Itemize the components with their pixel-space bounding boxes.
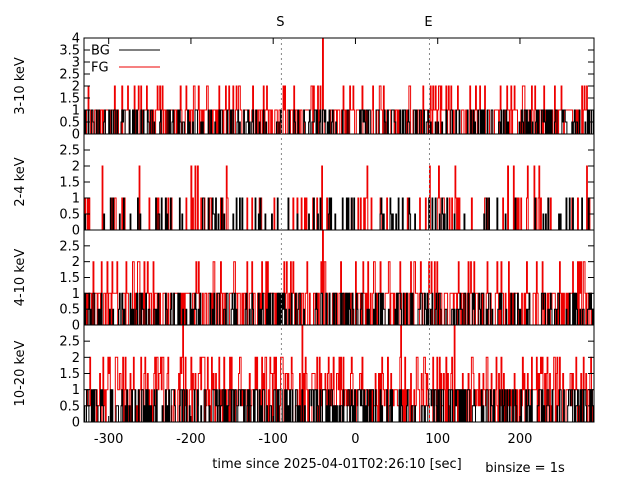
y-tick-label: 2.5 — [59, 335, 80, 350]
fg-series-line — [84, 165, 594, 230]
y-tick-label: 3.5 — [59, 44, 80, 59]
y-tick-label: 2 — [72, 160, 80, 175]
marker-label: E — [424, 15, 432, 30]
y-axis-label: 4-10 keV — [13, 249, 28, 307]
y-tick-label: 1 — [72, 192, 80, 207]
y-tick-label: 2 — [72, 351, 80, 366]
y-tick-label: 3 — [72, 56, 80, 71]
y-tick-label: 0.5 — [59, 399, 80, 414]
x-axis: -300 -200 -100 0 100 200 — [94, 38, 532, 447]
y-tick-label: 1 — [72, 383, 80, 398]
y-axis-label: 3-10 keV — [13, 57, 28, 115]
y-tick-label: 4 — [72, 32, 80, 47]
y-tick-label: 1 — [72, 287, 80, 302]
legend-label: FG — [91, 61, 109, 76]
y-tick-label: 2 — [72, 255, 80, 270]
x-tick-label: 0 — [351, 432, 359, 447]
y-tick-label: 0 — [72, 416, 80, 431]
y-tick-label: 0.5 — [59, 116, 80, 131]
y-tick-label: 2.5 — [59, 144, 80, 159]
y-tick-label: 0 — [72, 128, 80, 143]
binsize-note: binsize = 1s — [485, 461, 565, 476]
marker-label: S — [276, 15, 284, 30]
y-axis-label: 2-4 keV — [13, 157, 28, 206]
panel-3: 00.511.522.5 4-10 keV — [13, 229, 595, 334]
legend-label: BG — [91, 44, 110, 59]
x-tick-label: 200 — [508, 432, 533, 447]
y-tick-label: 0.5 — [59, 208, 80, 223]
bg-series-line — [84, 109, 594, 134]
panel-4: 0 0.511.522.5 10-20 keV — [13, 324, 595, 431]
bg-series-line — [84, 197, 594, 230]
fg-series-line — [84, 325, 594, 422]
y-tick-label: 2.5 — [59, 68, 80, 83]
panels-group: 00.511.522.533.543-10 keV00.511.522.52-4… — [13, 32, 595, 431]
y-axis-label: 10-20 keV — [13, 340, 28, 406]
y-tick-label: 1 — [72, 104, 80, 119]
y-tick-label: 0.5 — [59, 303, 80, 318]
y-tick-label: 0 — [72, 224, 80, 239]
x-tick-label: -300 — [94, 432, 124, 447]
x-axis-label: time since 2025-04-01T02:26:10 [sec] — [212, 457, 461, 472]
bg-series-line — [84, 389, 594, 422]
x-tick-label: -100 — [258, 432, 288, 447]
x-tick-label: 100 — [425, 432, 450, 447]
y-tick-label: 2 — [72, 80, 80, 95]
y-tick-label: 1.5 — [59, 271, 80, 286]
panel-2: 00.511.522.5 2-4 keV — [13, 133, 595, 239]
y-tick-label: 0 — [72, 319, 80, 334]
panel-1: 00.511.522.533.54 3-10 keV — [13, 32, 595, 143]
legend: BG FG — [91, 44, 160, 76]
x-tick-label: -200 — [176, 432, 206, 447]
y-tick-label: 2.5 — [59, 239, 80, 254]
y-tick-label: 1.5 — [59, 92, 80, 107]
y-tick-label: 1.5 — [59, 176, 80, 191]
y-tick-label: 1.5 — [59, 367, 80, 382]
